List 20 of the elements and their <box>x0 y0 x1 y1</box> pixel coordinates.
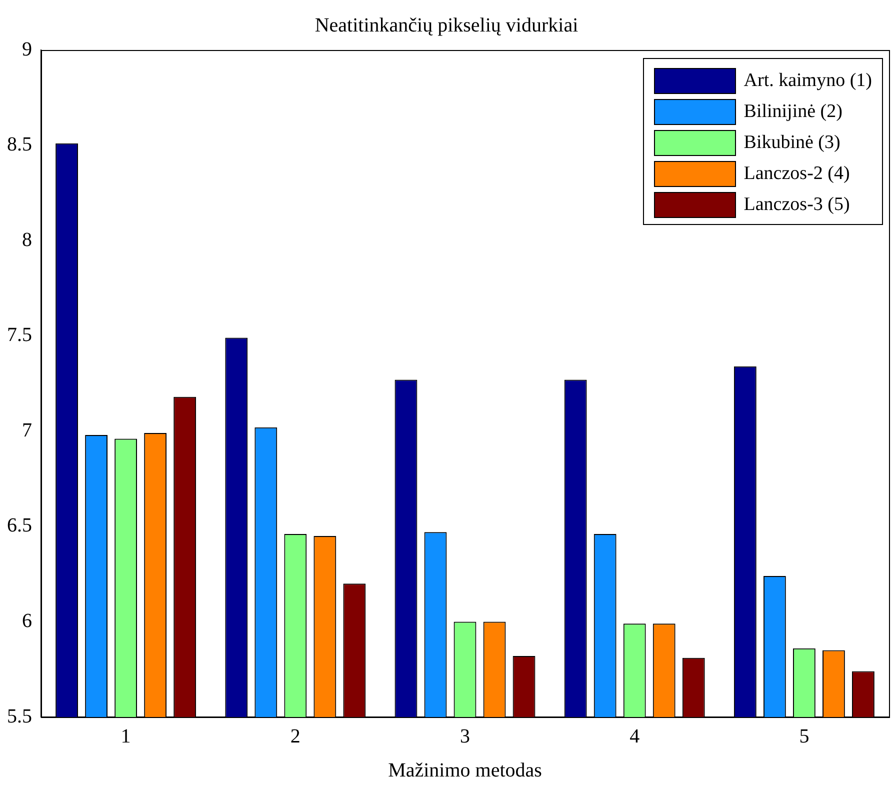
y-tick-label: 9 <box>22 38 32 60</box>
y-tick-label: 8 <box>22 228 32 251</box>
y-tick-label: 7.5 <box>7 324 32 346</box>
x-axis-title: Mažinimo metodas <box>388 759 542 782</box>
y-tick-label: 8.5 <box>7 134 32 156</box>
legend-label: Lanczos-3 (5) <box>744 194 850 216</box>
x-tick-label: 1 <box>120 725 131 748</box>
x-tick-label: 2 <box>290 725 300 748</box>
x-tick-label: 4 <box>630 725 640 748</box>
y-tick-label: 6 <box>22 610 32 632</box>
x-tick-label: 5 <box>799 725 810 748</box>
legend-label: Lanczos-2 (4) <box>744 162 850 184</box>
legend-label: Bikubinė (3) <box>744 132 840 154</box>
legend-label: Art. kaimyno (1) <box>744 70 872 92</box>
y-tick-label: 5.5 <box>7 705 32 728</box>
x-tick-label: 3 <box>460 725 470 748</box>
chart-title: Neatitinkančių pikselių vidurkiai <box>314 14 579 36</box>
legend-label: Bilinijinė (2) <box>744 100 842 122</box>
y-tick-label: 6.5 <box>7 514 32 537</box>
y-tick-label: 7 <box>22 419 32 442</box>
